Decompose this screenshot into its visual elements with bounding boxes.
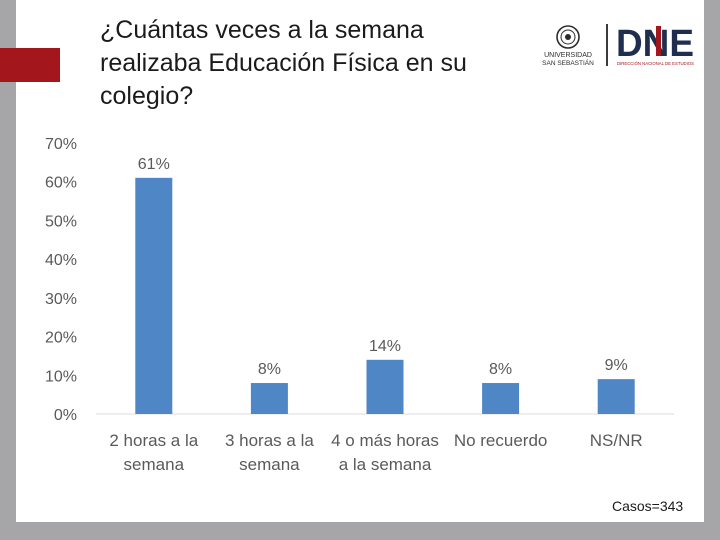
bar (482, 383, 520, 414)
x-category-label: No recuerdo (454, 431, 548, 450)
x-category-label: 2 horas a la (109, 431, 198, 450)
y-tick-label: 30% (45, 291, 77, 308)
y-tick-label: 10% (45, 368, 77, 385)
university-logo-line-1: UNIVERSIDAD (544, 52, 592, 59)
x-category-label: a la semana (339, 455, 432, 474)
bar-data-label: 14% (369, 338, 401, 355)
x-category-label: semana (239, 455, 300, 474)
bar (366, 359, 404, 414)
x-category-label: NS/NR (590, 431, 643, 450)
logo-separator (606, 24, 608, 66)
bar (250, 383, 288, 414)
university-seal-icon (556, 25, 580, 49)
cases-count: Casos=343 (612, 498, 684, 514)
bar-data-label: 8% (489, 361, 512, 378)
chart-title: ¿Cuántas veces a la semana realizaba Edu… (100, 16, 467, 110)
y-tick-label: 20% (45, 330, 77, 347)
y-tick-label: 40% (45, 252, 77, 269)
title-accent-bar (0, 48, 60, 82)
y-tick-label: 60% (45, 175, 77, 192)
dne-logo-accent-stripe (656, 26, 661, 56)
dne-logo: DNE DIRECCIÓN NACIONAL DE ESTUDIOS (616, 23, 694, 66)
bar (135, 177, 173, 414)
dne-logo-text: DNE (616, 23, 694, 65)
x-category-label: 3 horas a la (225, 431, 314, 450)
dne-logo-subtitle: DIRECCIÓN NACIONAL DE ESTUDIOS (617, 60, 694, 66)
bar-data-label: 61% (138, 156, 170, 173)
y-tick-label: 50% (45, 213, 77, 230)
university-logo: UNIVERSIDAD SAN SEBASTIÁN (542, 25, 594, 67)
bottom-frame-border (0, 522, 720, 540)
y-tick-label: 0% (54, 407, 77, 424)
x-category-label: 4 o más horas (331, 431, 439, 450)
y-tick-label: 70% (45, 136, 77, 153)
bar-data-label: 8% (258, 361, 281, 378)
x-category-label: semana (124, 455, 185, 474)
right-frame-border (704, 0, 720, 540)
university-logo-line-2: SAN SEBASTIÁN (542, 58, 594, 67)
left-frame-border (0, 0, 16, 540)
bar (597, 379, 635, 414)
bar-data-label: 9% (605, 357, 628, 374)
